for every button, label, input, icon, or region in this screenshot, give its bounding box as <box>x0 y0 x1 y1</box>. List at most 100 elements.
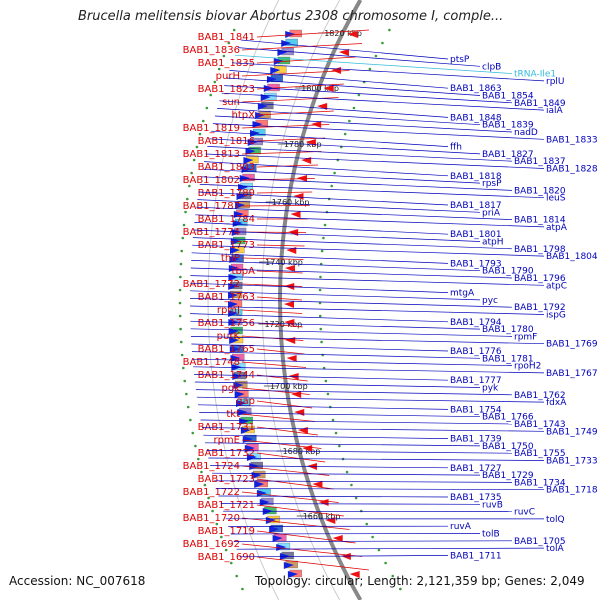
outer-guide-dot <box>381 42 384 45</box>
inner-guide-dot <box>189 419 192 422</box>
forward-gene-label: pyc <box>482 296 498 306</box>
inner-guide-dot <box>241 588 244 591</box>
reverse-gene-label: BAB1_1723 <box>198 474 255 485</box>
forward-gene-label: ruvC <box>514 508 535 518</box>
outer-guide-dot <box>365 523 368 526</box>
forward-gene-label: tolQ <box>546 515 565 525</box>
inner-guide-dot <box>185 393 188 396</box>
outer-guide-dot <box>319 315 322 318</box>
outer-guide-dot <box>319 289 322 292</box>
reverse-gene-arrow <box>291 391 301 398</box>
outer-guide-dot <box>322 237 325 240</box>
forward-gene-label: BAB1_1804 <box>546 252 598 262</box>
inner-guide-dot <box>183 224 186 227</box>
reverse-gene-label: tbpA <box>232 266 256 277</box>
map-title: Brucella melitensis biovar Abortus 2308 … <box>78 9 503 24</box>
inner-guide-dot <box>180 263 183 266</box>
inner-guide-dot <box>206 107 209 110</box>
reverse-gene-label: BAB1_1732 <box>198 448 255 459</box>
forward-gene-label: BAB1_1833 <box>546 135 598 145</box>
inner-guide-dot <box>179 289 182 292</box>
outer-guide-dot <box>378 549 381 552</box>
forward-gene-label: atpA <box>546 223 568 233</box>
reverse-gene-arrow <box>341 553 351 560</box>
outer-guide-dot <box>325 380 328 383</box>
reverse-gene-label: BAB1_1774 <box>183 227 240 238</box>
forward-gene-label: priA <box>482 208 501 218</box>
forward-gene-label: BAB1_1718 <box>546 486 598 496</box>
inner-guide-dot <box>181 354 184 357</box>
outer-guide-dot <box>360 510 363 513</box>
reverse-label-leader <box>242 206 310 207</box>
reverse-label-leader <box>242 544 362 557</box>
inner-guide-dot <box>186 198 189 201</box>
forward-gene-label: BAB1_1769 <box>546 340 598 350</box>
forward-gene-label: ptsP <box>450 55 470 65</box>
outer-guide-dot <box>344 133 347 136</box>
reverse-gene-label: BAB1_1836 <box>183 45 240 56</box>
forward-label-leader <box>231 534 480 535</box>
inner-guide-dot <box>180 250 183 253</box>
inner-guide-dot <box>190 172 193 175</box>
outer-guide-dot <box>330 185 333 188</box>
reverse-label-leader <box>257 557 369 570</box>
reverse-gene-label: pgk <box>222 383 241 394</box>
inner-guide-dot <box>191 432 194 435</box>
outer-guide-dot <box>327 393 330 396</box>
forward-label-leader <box>218 496 448 497</box>
inner-guide-dot <box>179 315 182 318</box>
reverse-gene-label: sun <box>222 97 240 108</box>
forward-label-leader <box>203 435 448 438</box>
reverse-gene-arrow <box>317 103 327 110</box>
outer-guide-dot <box>358 94 361 97</box>
inner-guide-dot <box>194 445 197 448</box>
reverse-gene-label: BAB1_1724 <box>183 461 240 472</box>
inner-guide-dot <box>187 406 190 409</box>
reverse-gene-arrow <box>284 301 294 308</box>
forward-gene-label: leuS <box>546 194 566 204</box>
reverse-gene-label: BAB1_1787 <box>183 201 240 212</box>
forward-gene-label: BAB1_1828 <box>546 165 598 175</box>
reverse-gene-arrow <box>331 67 341 74</box>
reverse-gene-label: rpmE <box>213 435 240 446</box>
outer-guide-dot <box>350 484 353 487</box>
reverse-gene-arrow <box>294 409 304 416</box>
reverse-gene-label: BAB1_1841 <box>198 32 255 43</box>
forward-gene-label: mtgA <box>450 289 475 299</box>
forward-gene-label: ffh <box>450 143 462 153</box>
outer-guide-dot <box>324 224 327 227</box>
forward-gene-label: rpsP <box>482 179 502 189</box>
outer-guide-dot <box>353 107 356 110</box>
reverse-gene-arrow <box>311 121 321 128</box>
reverse-label-leader <box>242 362 306 368</box>
forward-gene-label: fdxA <box>546 398 567 408</box>
outer-guide-dot <box>346 471 349 474</box>
forward-gene-label: nadD <box>514 128 538 138</box>
reverse-label-leader <box>257 192 312 193</box>
forward-gene-label: pyk <box>482 384 499 394</box>
inner-guide-dot <box>180 341 183 344</box>
outer-guide-dot <box>332 419 335 422</box>
genome-summary: Topology: circular; Length: 2,121,359 bp… <box>255 574 585 588</box>
forward-gene-label: atpH <box>482 238 504 248</box>
inner-guide-dot <box>235 575 238 578</box>
reverse-gene-label: purH <box>216 71 240 82</box>
reverse-gene-label: BAB1_1763 <box>198 292 255 303</box>
reverse-gene-label: BAB1_1748 <box>183 357 240 368</box>
forward-label-leader <box>191 336 544 343</box>
inner-guide-dot <box>183 380 186 383</box>
forward-gene-label: tolA <box>546 544 565 554</box>
outer-guide-dot <box>384 562 387 565</box>
forward-gene-label: BAB1_1767 <box>546 369 598 379</box>
inner-guide-dot <box>202 120 205 123</box>
forward-gene-label: clpB <box>482 62 501 72</box>
accession-label: Accession: NC_007618 <box>9 574 145 588</box>
reverse-label-leader <box>242 492 339 503</box>
outer-guide-dot <box>375 55 378 58</box>
reverse-gene-label: htpX <box>232 110 256 121</box>
forward-gene-label: ialA <box>546 106 564 116</box>
forward-label-leader <box>221 504 480 505</box>
reverse-gene-arrow <box>319 499 329 506</box>
outer-guide-dot <box>388 29 391 32</box>
